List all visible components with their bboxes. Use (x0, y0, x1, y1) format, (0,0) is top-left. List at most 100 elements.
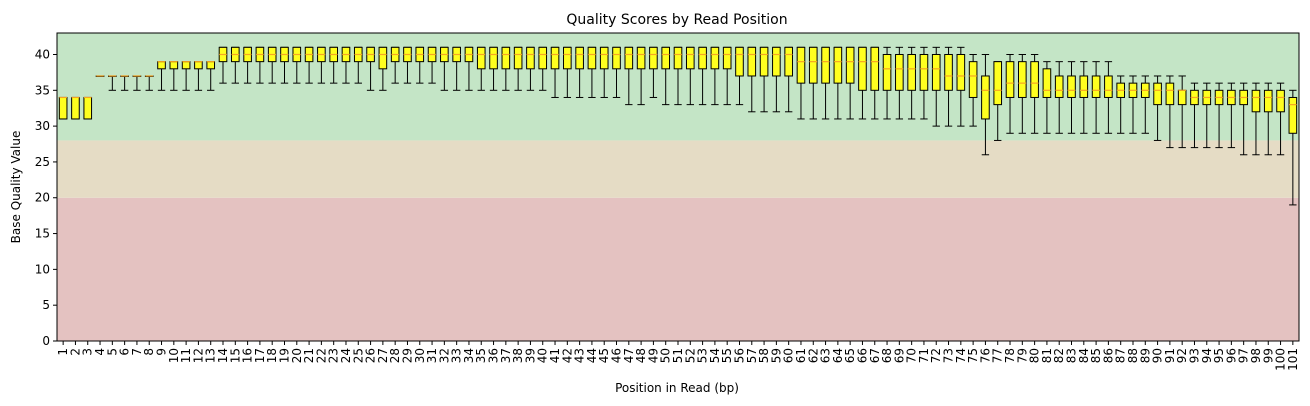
box-body (1030, 61, 1039, 98)
box-body (907, 53, 916, 91)
x-tick-label: 66 (855, 348, 869, 363)
box-53 (698, 46, 707, 106)
box-body (58, 96, 68, 120)
x-tick-label: 71 (917, 348, 931, 363)
box-57 (747, 46, 757, 113)
box-79 (1018, 53, 1027, 134)
x-tick-label: 93 (1187, 348, 1201, 363)
box-body (882, 53, 892, 91)
box-86 (1104, 61, 1113, 134)
box-body (587, 46, 597, 70)
x-tick-label: 52 (683, 348, 697, 363)
box-body (685, 46, 695, 70)
box-body (1091, 75, 1101, 98)
box-70 (907, 46, 916, 120)
x-tick-label: 55 (720, 348, 734, 363)
x-tick-label: 95 (1212, 348, 1226, 363)
x-axis-ticks: 1234567891011121314151617181920212223242… (56, 341, 1300, 371)
box-body (169, 61, 179, 70)
x-tick-label: 40 (536, 348, 550, 363)
x-tick-label: 42 (560, 348, 574, 363)
box-67 (870, 46, 880, 120)
box-78 (1005, 53, 1015, 134)
box-body (476, 46, 486, 70)
box-19 (280, 46, 289, 84)
x-tick-label: 5 (105, 348, 119, 356)
x-tick-label: 85 (1089, 348, 1103, 363)
box-69 (895, 46, 904, 120)
box-body (1067, 75, 1076, 98)
x-tick-label: 8 (142, 348, 156, 356)
x-tick-label: 63 (819, 348, 833, 363)
y-tick-label: 10 (35, 262, 50, 276)
box-39 (526, 46, 535, 91)
box-body (1079, 75, 1089, 98)
x-tick-label: 54 (708, 348, 722, 363)
box-97 (1239, 82, 1248, 156)
x-tick-label: 30 (413, 348, 427, 363)
x-tick-label: 84 (1077, 348, 1091, 363)
box-body (194, 61, 203, 70)
x-tick-label: 10 (167, 348, 181, 363)
x-tick-label: 64 (831, 348, 845, 363)
x-tick-label: 37 (499, 348, 513, 363)
x-tick-label: 48 (634, 348, 648, 363)
box-26 (366, 46, 375, 91)
x-tick-label: 41 (548, 348, 562, 363)
x-tick-label: 34 (462, 348, 476, 363)
y-tick-label: 30 (35, 119, 50, 133)
x-tick-label: 99 (1261, 348, 1275, 363)
x-tick-label: 3 (81, 348, 95, 356)
box-8 (144, 75, 154, 91)
y-axis-label: Base Quality Value (9, 131, 23, 244)
x-tick-label: 6 (118, 348, 132, 356)
box-81 (1042, 61, 1052, 134)
box-body (710, 46, 720, 70)
x-tick-label: 45 (597, 348, 611, 363)
box-body (821, 46, 830, 84)
box-body (83, 96, 93, 120)
y-tick-label: 5 (42, 298, 50, 312)
x-tick-label: 60 (782, 348, 796, 363)
box-99 (1263, 82, 1273, 156)
x-tick-label: 32 (437, 348, 451, 363)
box-36 (489, 46, 498, 91)
box-1 (58, 96, 68, 120)
box-body (673, 46, 683, 70)
y-tick-label: 15 (35, 227, 50, 241)
x-tick-label: 79 (1015, 348, 1029, 363)
box-11 (181, 61, 191, 91)
x-tick-label: 89 (1138, 348, 1152, 363)
box-series (58, 46, 1298, 206)
x-tick-label: 47 (622, 348, 636, 363)
box-42 (563, 46, 572, 98)
box-87 (1116, 75, 1126, 134)
x-tick-label: 65 (843, 348, 857, 363)
x-tick-label: 87 (1114, 348, 1128, 363)
x-tick-label: 38 (511, 348, 525, 363)
box-43 (575, 46, 584, 98)
box-68 (882, 46, 892, 120)
x-tick-label: 1 (56, 348, 70, 356)
box-71 (919, 46, 929, 120)
box-37 (501, 46, 511, 91)
x-tick-label: 77 (991, 348, 1005, 363)
box-body (796, 46, 806, 84)
box-58 (759, 46, 769, 113)
box-body (1005, 61, 1015, 98)
box-21 (304, 46, 314, 84)
box-74 (956, 46, 966, 127)
box-64 (833, 46, 843, 120)
box-51 (673, 46, 683, 106)
box-7 (132, 75, 142, 91)
box-72 (931, 46, 941, 127)
box-body (612, 46, 621, 70)
x-tick-label: 96 (1224, 348, 1238, 363)
box-22 (317, 46, 326, 84)
x-tick-label: 70 (905, 348, 919, 363)
x-tick-label: 56 (732, 348, 746, 363)
box-34 (464, 46, 474, 91)
box-body (1263, 89, 1273, 113)
x-tick-label: 13 (204, 348, 218, 363)
